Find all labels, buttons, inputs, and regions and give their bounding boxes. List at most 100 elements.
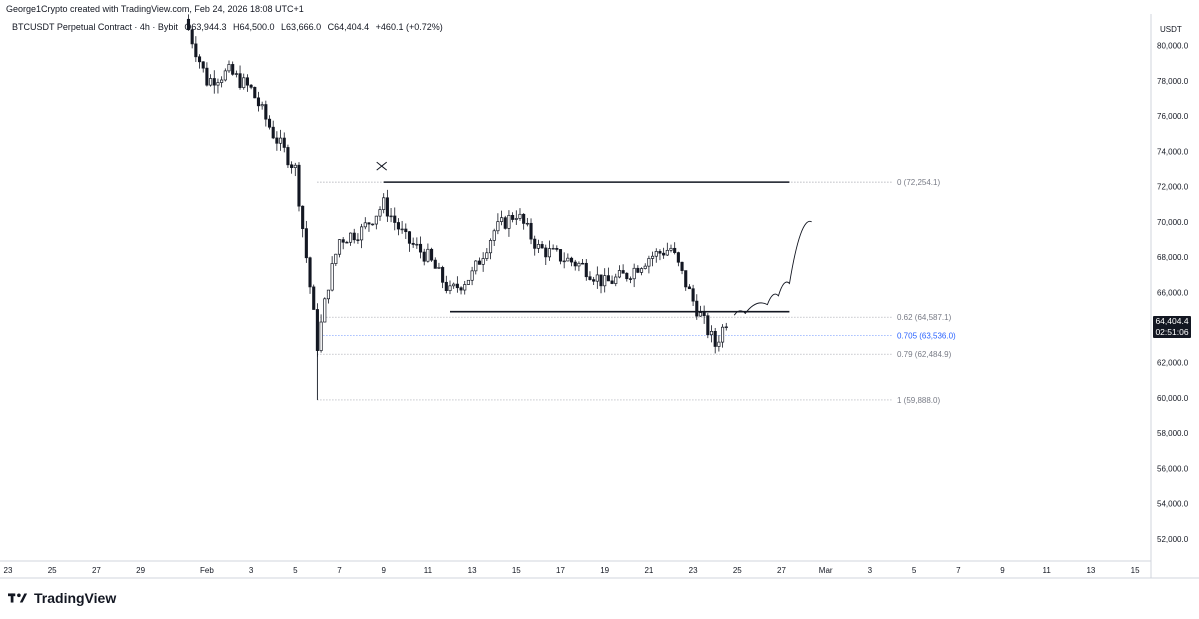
price-tick-label: 72,000.0 bbox=[1157, 183, 1189, 192]
candle-body bbox=[242, 77, 246, 88]
time-tick-label: 19 bbox=[600, 566, 609, 575]
time-tick-label: 27 bbox=[777, 566, 786, 575]
price-tick-label: 68,000.0 bbox=[1157, 253, 1189, 262]
candle-body bbox=[356, 239, 360, 241]
candle-body bbox=[267, 118, 272, 128]
candle-body bbox=[614, 276, 618, 284]
symbol-name[interactable]: BTCUSDT Perpetual Contract · 4h · Bybit bbox=[12, 22, 178, 32]
candle-body bbox=[319, 321, 323, 351]
candle-body bbox=[555, 248, 559, 250]
candle-body bbox=[503, 217, 507, 229]
candle-body bbox=[337, 239, 342, 255]
tradingview-logo-icon bbox=[8, 593, 28, 603]
candle-body bbox=[249, 84, 253, 88]
candle-body bbox=[426, 248, 430, 262]
candle-body bbox=[304, 228, 308, 259]
time-tick-label: Feb bbox=[200, 566, 214, 575]
ohlc-close: C64,404.4 bbox=[327, 22, 370, 32]
candle-body bbox=[654, 251, 658, 257]
time-tick-label: 3 bbox=[868, 566, 873, 575]
candle-body bbox=[610, 280, 614, 284]
price-tick-label: 56,000.0 bbox=[1157, 464, 1189, 473]
candle-body bbox=[533, 238, 537, 249]
candle-body bbox=[345, 241, 349, 244]
candle-body bbox=[636, 267, 640, 273]
candle-body bbox=[562, 260, 566, 263]
candle-body bbox=[687, 286, 691, 290]
candle-body bbox=[197, 56, 202, 63]
candle-body bbox=[684, 270, 688, 288]
candle-body bbox=[293, 164, 297, 168]
price-tick-label: 78,000.0 bbox=[1157, 77, 1189, 86]
time-tick-label: 11 bbox=[424, 566, 433, 575]
candle-body bbox=[411, 242, 415, 245]
time-tick-label: 15 bbox=[512, 566, 521, 575]
time-tick-label: 11 bbox=[1043, 566, 1052, 575]
candle-body bbox=[326, 289, 331, 300]
price-tick-label: 66,000.0 bbox=[1157, 288, 1189, 297]
time-tick-label: 23 bbox=[689, 566, 698, 575]
candle-body bbox=[330, 263, 334, 291]
price-tick-label: 80,000.0 bbox=[1157, 42, 1189, 51]
time-tick-label: 7 bbox=[337, 566, 342, 575]
candle-body bbox=[396, 222, 400, 230]
candle-body bbox=[577, 262, 581, 267]
candle-body bbox=[385, 197, 389, 217]
time-tick-label: 15 bbox=[1131, 566, 1140, 575]
time-tick-label: 27 bbox=[92, 566, 101, 575]
candle-body bbox=[625, 272, 629, 280]
candle-body bbox=[404, 228, 408, 233]
candle-body bbox=[525, 222, 529, 225]
chart-header-caption: George1Crypto created with TradingView.c… bbox=[6, 4, 304, 14]
candle-body bbox=[466, 279, 470, 285]
candle-body bbox=[551, 248, 555, 250]
candle-body bbox=[463, 284, 467, 291]
candle-body bbox=[389, 215, 393, 218]
candle-body bbox=[665, 249, 669, 256]
candle-body bbox=[407, 231, 412, 244]
candle-body bbox=[430, 248, 434, 261]
candle-body bbox=[518, 213, 522, 219]
price-tick-label: 70,000.0 bbox=[1157, 218, 1189, 227]
time-tick-label: 13 bbox=[468, 566, 477, 575]
ohlc-open: O63,944.3 bbox=[184, 22, 227, 32]
candle-body bbox=[606, 275, 610, 282]
candle-body bbox=[312, 286, 316, 310]
candle-body bbox=[599, 274, 603, 287]
candle-body bbox=[253, 86, 257, 99]
candle-body bbox=[477, 260, 482, 265]
candle-body bbox=[205, 67, 209, 86]
candle-body bbox=[617, 270, 621, 278]
tradingview-logo[interactable]: TradingView bbox=[8, 590, 116, 606]
time-tick-label: 29 bbox=[136, 566, 145, 575]
time-tick-label: 25 bbox=[48, 566, 57, 575]
candle-body bbox=[544, 247, 548, 258]
candle-body bbox=[459, 287, 463, 291]
candle-body bbox=[691, 288, 695, 302]
candle-body bbox=[709, 330, 714, 336]
time-tick-label: 23 bbox=[4, 566, 13, 575]
candle-body bbox=[488, 240, 493, 254]
price-axis-unit: USDT bbox=[1160, 25, 1182, 34]
candle-body bbox=[569, 257, 574, 263]
candle-body bbox=[514, 218, 518, 220]
fib-level-label: 0.62 (64,587.1) bbox=[897, 313, 952, 322]
candle-body bbox=[474, 260, 478, 272]
candle-body bbox=[507, 214, 511, 229]
candle-body bbox=[209, 78, 213, 86]
symbol-info-line: BTCUSDT Perpetual Contract · 4h · Bybit … bbox=[12, 22, 447, 32]
candle-body bbox=[212, 78, 216, 86]
candle-body bbox=[724, 326, 728, 329]
time-tick-label: 5 bbox=[293, 566, 298, 575]
candle-body bbox=[245, 77, 249, 86]
time-tick-label: 7 bbox=[956, 566, 961, 575]
fib-level-label: 0.705 (63,536.0) bbox=[897, 332, 956, 341]
price-tick-label: 58,000.0 bbox=[1157, 429, 1189, 438]
candle-body bbox=[363, 222, 367, 228]
current-price-value: 64,404.4 bbox=[1155, 316, 1189, 326]
price-tick-label: 74,000.0 bbox=[1157, 147, 1189, 156]
candle-body bbox=[282, 137, 286, 148]
candle-body bbox=[588, 276, 592, 280]
candle-body bbox=[349, 232, 353, 243]
